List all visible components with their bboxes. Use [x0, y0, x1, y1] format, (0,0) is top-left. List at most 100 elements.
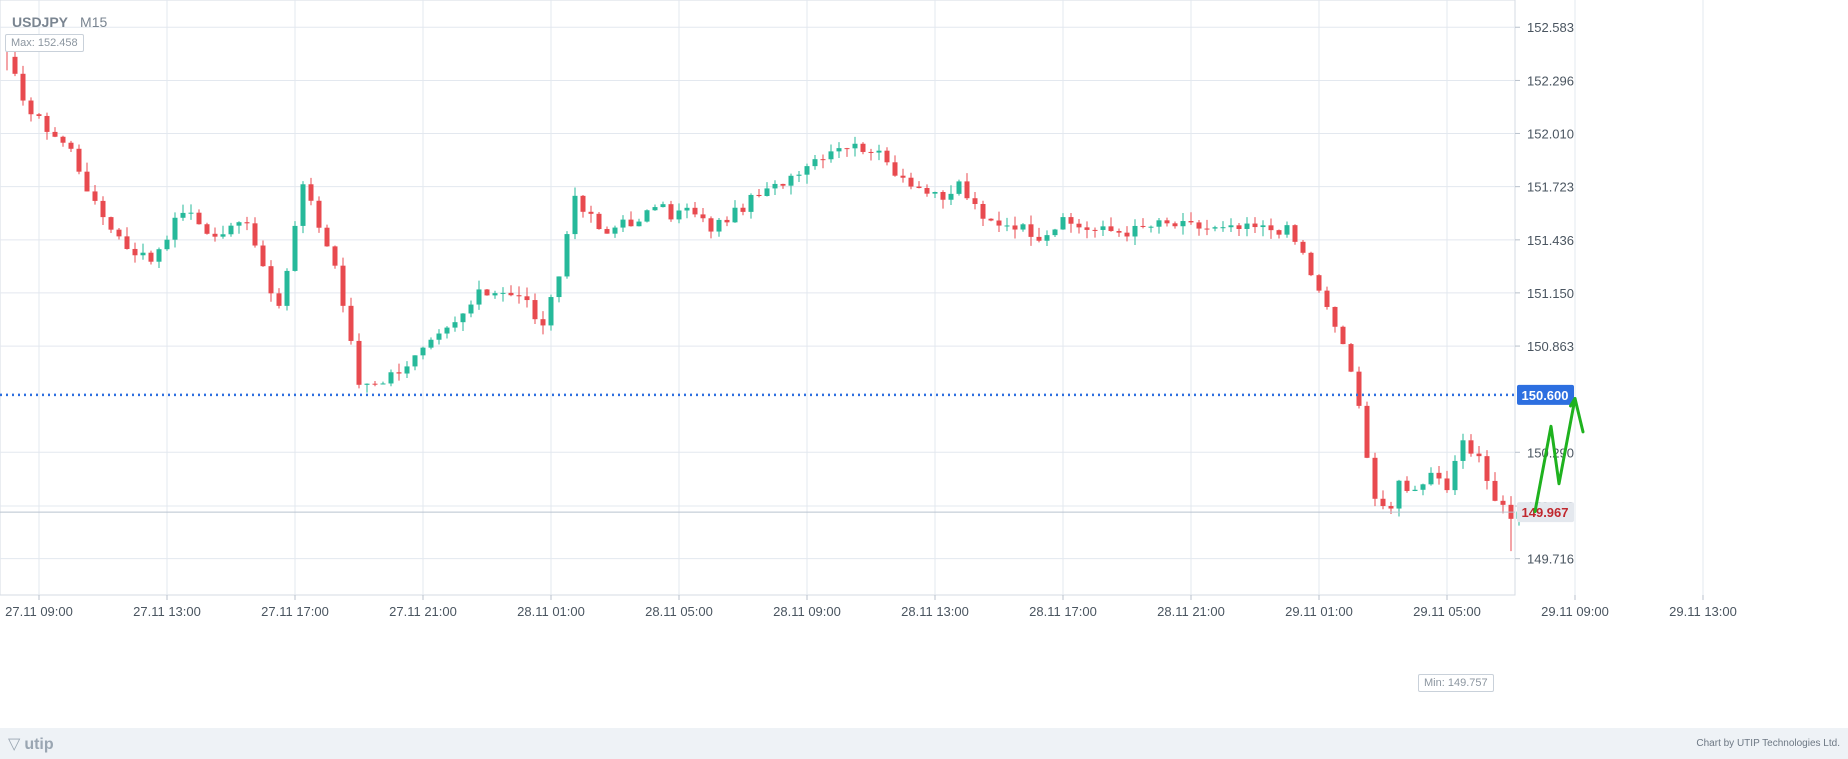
candle-body	[228, 225, 234, 235]
candle-body	[780, 183, 786, 186]
candle-body	[1068, 217, 1074, 224]
candle-body	[1340, 326, 1346, 345]
candle-body	[188, 212, 194, 214]
candle-body	[1204, 228, 1210, 230]
x-tick-label: 27.11 13:00	[133, 604, 201, 619]
candle-body	[348, 305, 354, 341]
candle-body	[1492, 480, 1498, 501]
candle-body	[708, 218, 714, 232]
candle-body	[204, 224, 210, 234]
candle-body	[436, 333, 442, 340]
candle-body	[1500, 500, 1506, 505]
x-tick-label: 29.11 09:00	[1541, 604, 1609, 619]
y-tick-label: 151.436	[1527, 233, 1574, 248]
candle-body	[1284, 225, 1290, 235]
candle-body	[476, 289, 482, 305]
candle-body	[140, 252, 146, 256]
candle-body	[1052, 229, 1058, 236]
candle-body	[1116, 231, 1122, 233]
candle-body	[868, 151, 874, 153]
candle-body	[1372, 457, 1378, 499]
candle-body	[1212, 227, 1218, 229]
candle-body	[724, 219, 730, 223]
candle-body	[1228, 225, 1234, 228]
candle-body	[468, 304, 474, 314]
x-tick-label: 29.11 05:00	[1413, 604, 1481, 619]
utip-logo-icon: ▽	[8, 736, 21, 753]
candle-body	[700, 214, 706, 219]
candle-body	[892, 162, 898, 176]
candle-body	[940, 191, 946, 200]
candle-body	[396, 372, 402, 374]
candle-body	[500, 292, 506, 294]
candle-body	[428, 339, 434, 348]
current-price-badge	[1517, 502, 1574, 523]
candle-body	[380, 383, 386, 385]
candle-body	[196, 212, 202, 225]
candle-body	[172, 217, 178, 240]
candle-body	[1356, 371, 1362, 406]
candle-body	[1444, 478, 1450, 491]
candle-body	[1036, 236, 1042, 241]
candle-body	[692, 207, 698, 215]
footer-bar: ▽ utip Chart by UTIP Technologies Ltd.	[0, 728, 1848, 759]
candle-body	[1140, 225, 1146, 227]
x-tick-label: 28.11 17:00	[1029, 604, 1097, 619]
candle-body	[236, 222, 242, 226]
candle-body	[12, 56, 18, 74]
candle-body	[1092, 229, 1098, 231]
candle-body	[1028, 224, 1034, 237]
candle-body	[260, 245, 266, 267]
forecast-arrow-head	[1569, 397, 1577, 408]
candle-body	[884, 150, 890, 163]
candle-body	[180, 212, 186, 218]
candle-body	[444, 327, 450, 334]
candle-body	[1004, 225, 1010, 227]
chart-credit: Chart by UTIP Technologies Ltd.	[1696, 738, 1840, 749]
candle-body	[612, 227, 618, 234]
candle-body	[540, 319, 546, 326]
max-price-badge: Max: 152.458	[5, 34, 84, 52]
candle-body	[60, 136, 66, 143]
candle-body	[1060, 217, 1066, 230]
candle-body	[300, 184, 306, 226]
candle-body	[740, 207, 746, 212]
candle-body	[1252, 223, 1258, 228]
candle-body	[276, 293, 282, 306]
candle-body	[900, 175, 906, 178]
candle-body	[1468, 440, 1474, 454]
candle-body	[148, 252, 154, 262]
candle-body	[1260, 225, 1266, 228]
candle-body	[340, 265, 346, 306]
candle-body	[284, 270, 290, 306]
candle-body	[1268, 225, 1274, 231]
candle-body	[908, 177, 914, 187]
candle-body	[588, 211, 594, 214]
y-tick-label: 151.150	[1527, 286, 1574, 301]
symbol-label: USDJPY M15	[12, 14, 119, 30]
candle-body	[20, 73, 26, 101]
candle-body	[1044, 235, 1050, 241]
candle-body	[1148, 226, 1154, 228]
candle-body	[116, 229, 122, 237]
candle-body	[492, 293, 498, 296]
candle-body	[316, 200, 322, 228]
candle-body	[420, 347, 426, 356]
candle-body	[1332, 306, 1338, 327]
x-tick-label: 28.11 09:00	[773, 604, 841, 619]
candle-body	[788, 175, 794, 186]
candle-body	[660, 204, 666, 208]
candle-body	[828, 151, 834, 160]
candle-body	[820, 159, 826, 161]
candle-body	[484, 289, 490, 296]
candle-body	[1308, 252, 1314, 276]
candle-body	[948, 193, 954, 200]
candle-body	[748, 194, 754, 212]
candle-body	[1276, 230, 1282, 235]
candle-body	[292, 225, 298, 271]
candle-body	[860, 143, 866, 152]
candle-body	[1300, 241, 1306, 253]
candle-body	[964, 181, 970, 199]
candle-body	[1180, 221, 1186, 227]
